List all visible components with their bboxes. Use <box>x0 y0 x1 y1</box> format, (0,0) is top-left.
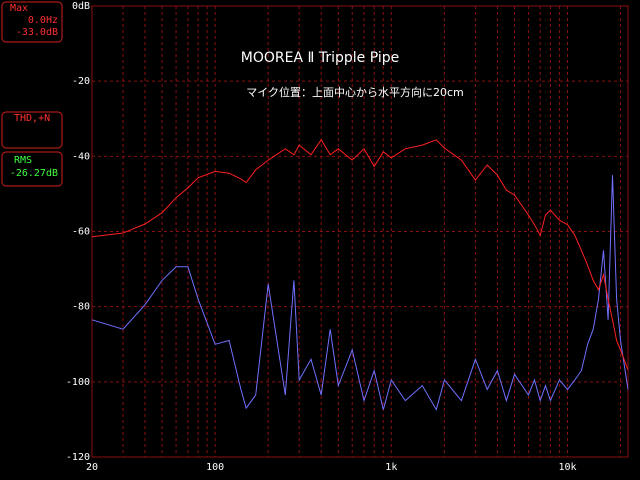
y-tick-label: -40 <box>72 151 90 162</box>
series-line <box>91 138 629 370</box>
y-tick-label: -60 <box>72 227 90 238</box>
thd-label: THD,+N <box>14 113 50 124</box>
y-tick-label: -20 <box>72 76 90 87</box>
x-tick-label: 1k <box>385 462 397 473</box>
max-level: -33.0dB <box>16 27 58 38</box>
x-tick-label: 20 <box>86 462 98 473</box>
rms-level: -26.27dB <box>10 168 58 179</box>
y-tick-label: 0dB <box>72 1 90 12</box>
y-tick-label: -120 <box>66 452 90 463</box>
max-box <box>1 1 63 43</box>
plot-frame <box>91 5 629 458</box>
x-tick-label: 10k <box>558 462 576 473</box>
chart-subtitle: マイク位置：上面中心から水平方向に20cm <box>246 85 464 99</box>
max-label: Max <box>10 3 28 14</box>
rms-box <box>1 151 63 187</box>
y-tick-label: -80 <box>72 302 90 313</box>
max-freq: 0.0Hz <box>28 15 58 26</box>
chart-title: MOOREA Ⅱ Tripple Pipe <box>241 50 399 66</box>
thd-box <box>1 111 63 149</box>
y-tick-label: -100 <box>66 377 90 388</box>
x-tick-label: 100 <box>206 462 224 473</box>
rms-label: RMS <box>14 155 32 166</box>
series-line <box>91 175 629 411</box>
